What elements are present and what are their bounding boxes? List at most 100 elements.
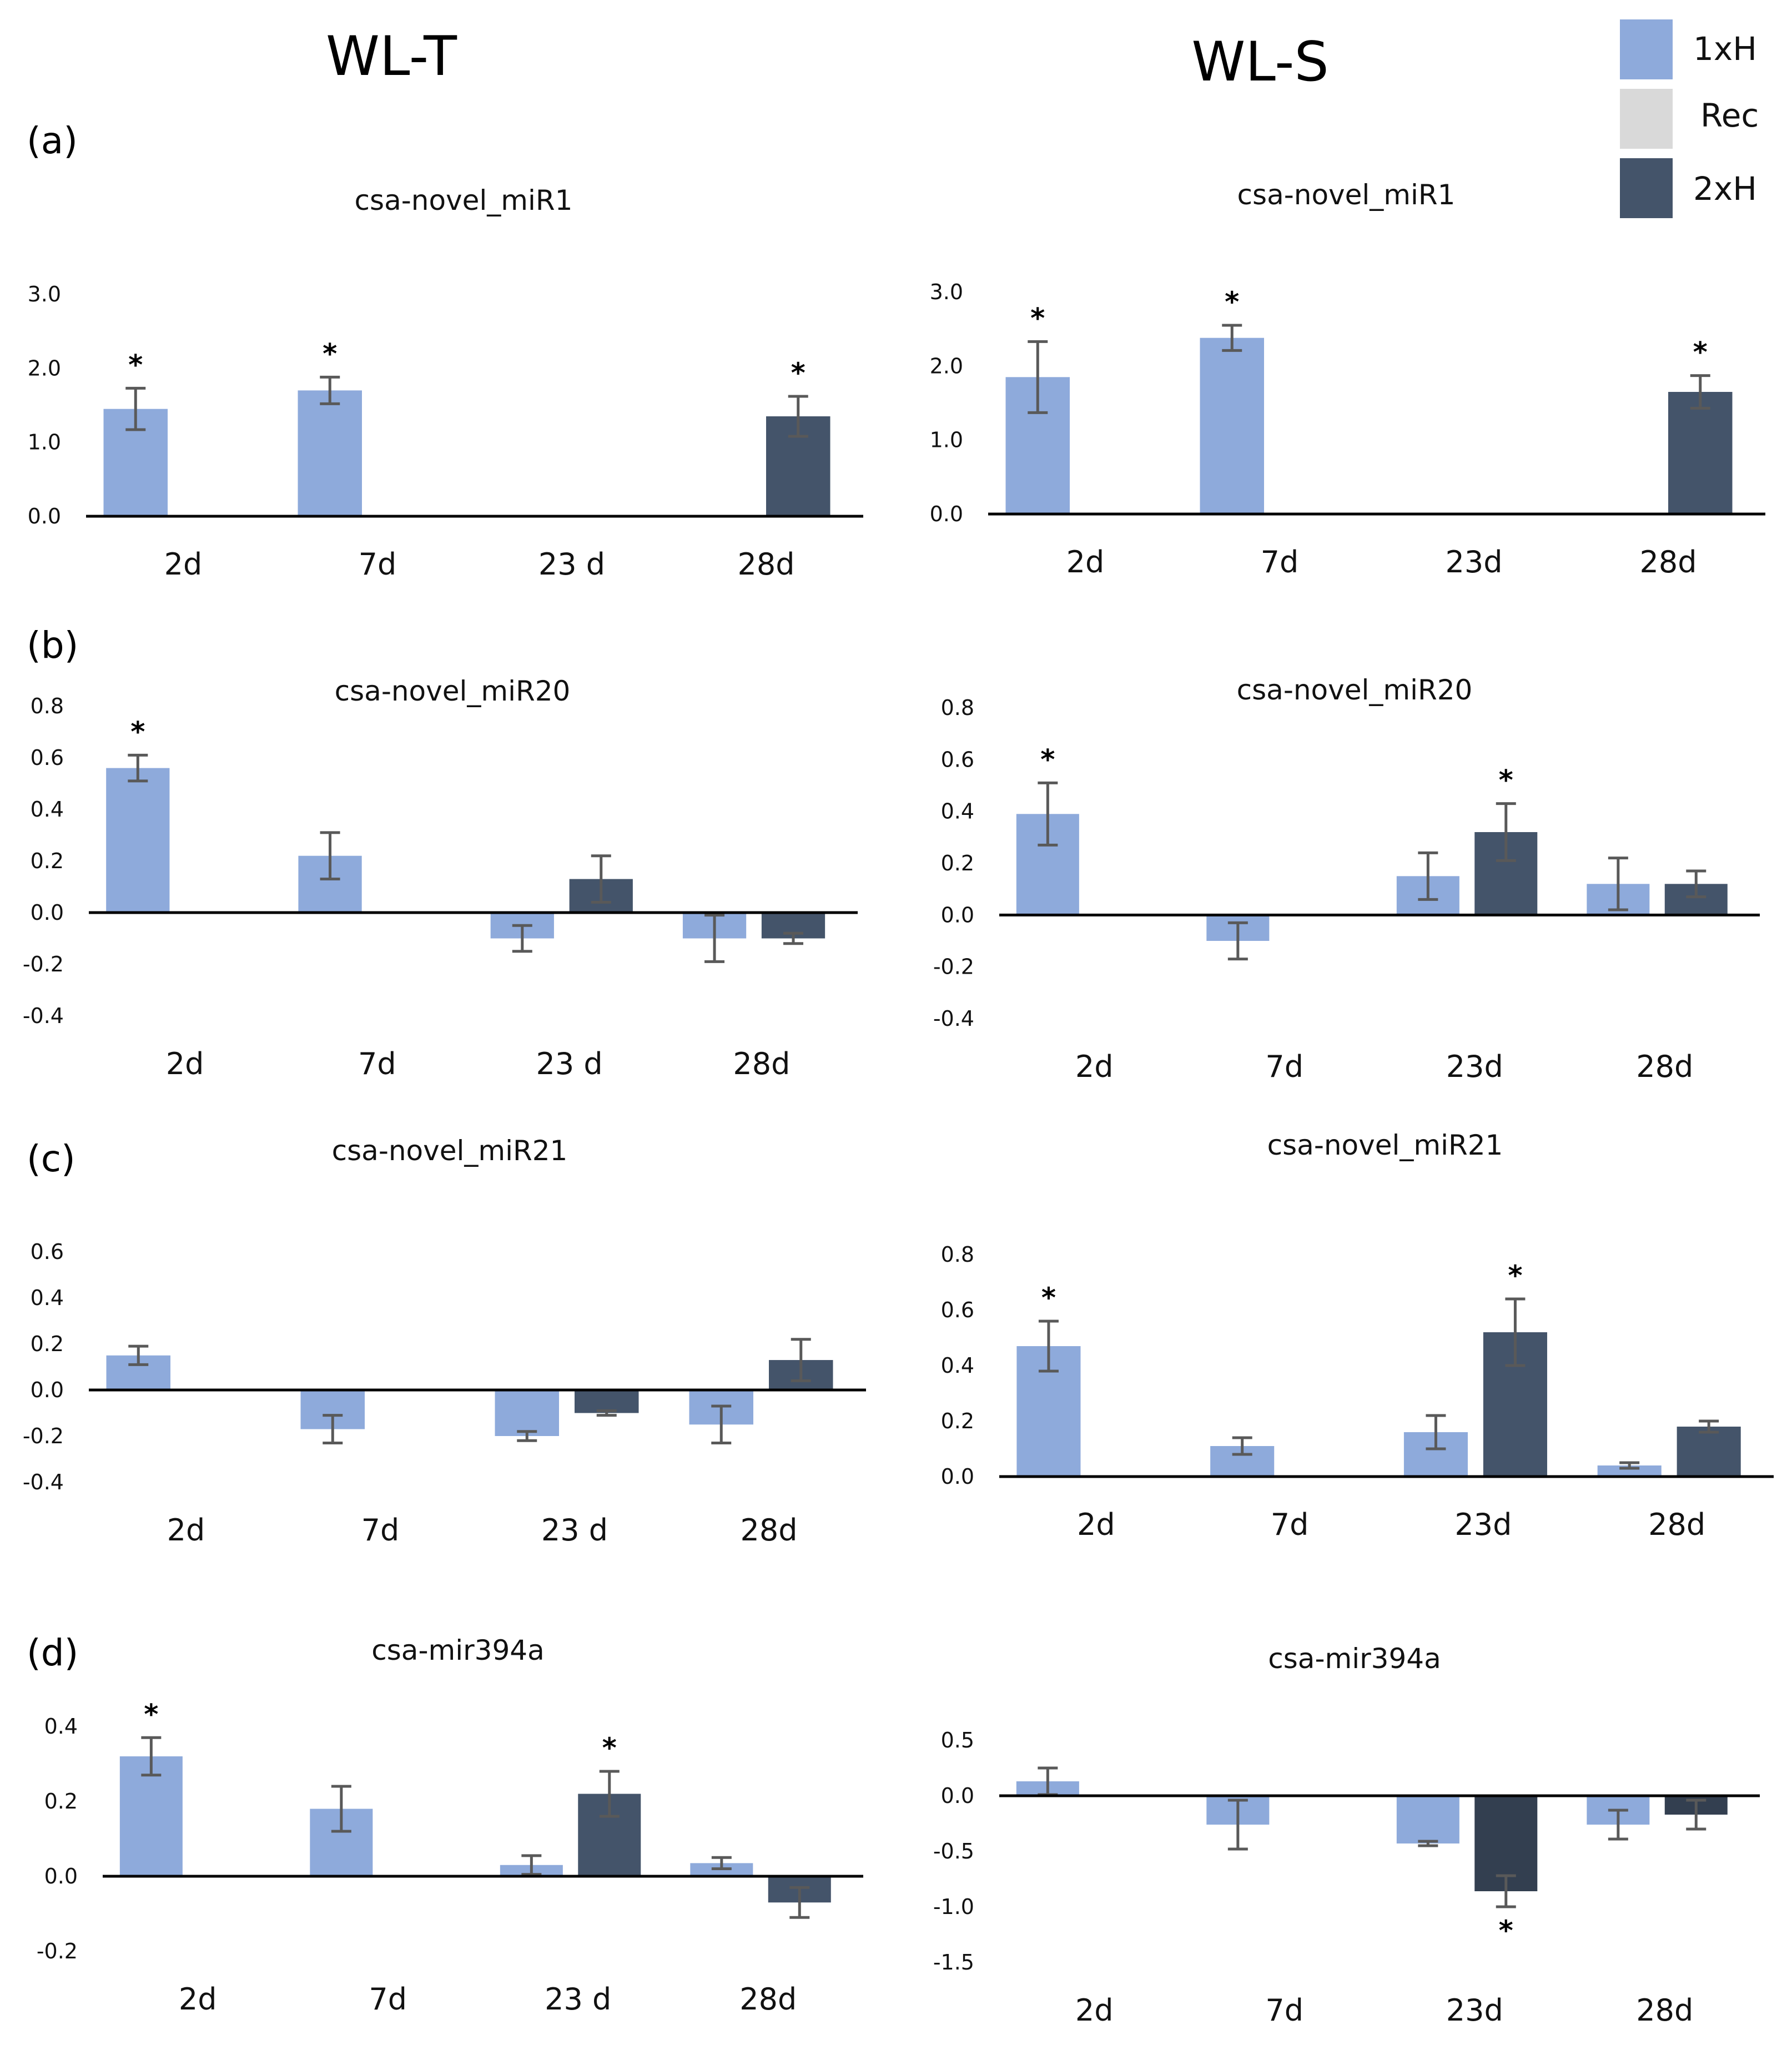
x-tick-label: 7d <box>369 1982 407 2017</box>
x-tick-label: 23d <box>1446 1049 1503 1084</box>
significance-star: * <box>1499 764 1513 797</box>
chart-title: csa-mir394a <box>1268 1643 1441 1675</box>
legend-label-2xh: 2xH <box>1693 170 1757 208</box>
x-tick-label: 2d <box>164 547 203 582</box>
y-tick-label: 0.8 <box>31 694 64 718</box>
error-bar <box>1619 1461 1640 1470</box>
error-bar <box>788 395 808 438</box>
legend-swatch-1xh <box>1620 19 1673 79</box>
y-tick-label: 0.6 <box>31 1240 64 1264</box>
x-tick-label: 23d <box>1446 1993 1503 2028</box>
panel-label-a: (a) <box>27 119 78 162</box>
error-bar <box>521 1854 542 1876</box>
error-bar <box>791 1338 811 1382</box>
y-tick-label: 0.0 <box>31 900 64 925</box>
chart-b-wlt: csa-novel_miR20 -0.4 -0.2 0.0 0.2 0.4 0.6 0.8 2d… <box>23 675 858 1081</box>
x-tick-label: 28d <box>1636 1993 1693 2028</box>
bar-1xh-0 <box>106 768 170 913</box>
significance-star: * <box>1693 336 1708 369</box>
error-bar <box>1418 1840 1438 1847</box>
y-tick-label: 0.8 <box>941 1242 974 1267</box>
legend-swatch-2xh <box>1620 158 1673 218</box>
significance-star: * <box>1508 1260 1522 1292</box>
error-bar <box>1608 857 1628 911</box>
chart-c-wlt: csa-novel_miR21 -0.4 -0.2 0.0 0.2 0.4 0.6 2d 7d 2… <box>23 1135 866 1548</box>
error-bar <box>711 1856 732 1870</box>
y-tick-label: 0.0 <box>930 502 963 526</box>
significance-star: * <box>1041 1282 1056 1314</box>
error-bar <box>320 831 340 881</box>
x-tick-label: 23 d <box>541 1513 608 1548</box>
legend-label-1xh: 1xH <box>1693 30 1757 68</box>
y-tick-label: 0.8 <box>941 696 974 720</box>
charts: csa-novel_miR1 0.0 1.0 2.0 3.0 2d * 7d * 23 d 28d *… <box>23 179 1774 2028</box>
error-bar <box>517 1430 537 1442</box>
significance-star: * <box>128 349 143 381</box>
significance-star: * <box>1040 743 1055 775</box>
y-tick-label: 0.0 <box>941 903 974 927</box>
significance-star: * <box>323 338 337 370</box>
x-tick-label: 28d <box>1636 1049 1693 1084</box>
y-tick-label: 2.0 <box>930 354 963 378</box>
error-bar <box>320 375 340 405</box>
error-bar <box>711 1404 732 1444</box>
x-tick-label: 2d <box>1066 545 1105 580</box>
error-bar <box>1227 921 1248 961</box>
bar-1xh-2 <box>495 1390 559 1436</box>
chart-title: csa-novel_miR20 <box>335 675 571 707</box>
x-tick-label: 23 d <box>538 547 605 582</box>
y-tick-label: 2.0 <box>28 356 61 380</box>
error-bar <box>596 1409 617 1417</box>
y-tick-label: -0.4 <box>23 1470 64 1494</box>
error-bar <box>331 1785 351 1833</box>
bar-1xh-1 <box>298 390 362 516</box>
error-bar <box>1686 1799 1707 1831</box>
x-tick-label: 2d <box>1075 1049 1114 1084</box>
bar-2xh-3 <box>1677 1427 1741 1477</box>
y-tick-label: 0.4 <box>941 799 974 824</box>
chart-title: csa-novel_miR20 <box>1237 674 1473 706</box>
chart-title: csa-novel_miR1 <box>355 184 573 216</box>
y-tick-label: 1.0 <box>930 428 963 452</box>
panel-label-b: (b) <box>27 624 78 667</box>
chart-d-wlt: csa-mir394a -0.2 0.0 0.2 0.4 2d * 7d 23 d * 28d <box>37 1634 863 2017</box>
y-tick-label: 0.6 <box>941 747 974 772</box>
y-tick-label: -0.2 <box>23 952 64 976</box>
significance-star: * <box>1499 1915 1513 1947</box>
y-tick-label: 0.6 <box>941 1298 974 1322</box>
y-tick-label: 0.0 <box>28 504 61 528</box>
error-bar <box>783 931 804 945</box>
error-bar <box>1686 869 1707 899</box>
y-tick-label: 0.2 <box>941 1409 974 1433</box>
x-tick-label: 7d <box>1261 545 1299 580</box>
y-tick-label: 0.4 <box>941 1353 974 1378</box>
x-tick-label: 28d <box>738 547 795 582</box>
column-title-wlt: WL-T <box>326 25 457 88</box>
error-bar <box>1232 1436 1252 1456</box>
y-tick-label: -1.0 <box>933 1895 974 1919</box>
error-bar <box>789 1886 810 1919</box>
chart-a-wlt: csa-novel_miR1 0.0 1.0 2.0 3.0 2d * 7d * 23 d 28d * <box>28 184 863 582</box>
x-tick-label: 7d <box>359 547 397 582</box>
x-tick-label: 2d <box>167 1513 205 1548</box>
y-tick-label: 0.0 <box>44 1864 78 1888</box>
chart-d-wls: csa-mir394a -1.5 -1.0 -0.5 0.0 0.5 2d 7d 23d * 28d <box>933 1643 1760 2028</box>
y-tick-label: 0.0 <box>941 1464 974 1489</box>
error-bar <box>128 1344 149 1366</box>
x-tick-label: 28d <box>1640 545 1697 580</box>
x-tick-label: 7d <box>1265 1993 1303 2028</box>
chart-a-wls: csa-novel_miR1 0.0 1.0 2.0 3.0 2d * 7d * 23d 28d * <box>930 179 1765 580</box>
error-bar <box>1222 324 1242 352</box>
significance-star: * <box>1030 302 1045 334</box>
significance-star: * <box>791 357 806 389</box>
chart-title: csa-novel_miR1 <box>1237 179 1456 211</box>
x-tick-label: 7d <box>1265 1049 1303 1084</box>
y-tick-label: 0.0 <box>31 1378 64 1402</box>
chart-title: csa-novel_miR21 <box>332 1135 568 1167</box>
error-bar <box>1038 1319 1059 1373</box>
error-bar <box>1028 340 1048 414</box>
y-tick-label: 0.2 <box>941 851 974 875</box>
y-tick-label: 0.5 <box>941 1728 974 1752</box>
